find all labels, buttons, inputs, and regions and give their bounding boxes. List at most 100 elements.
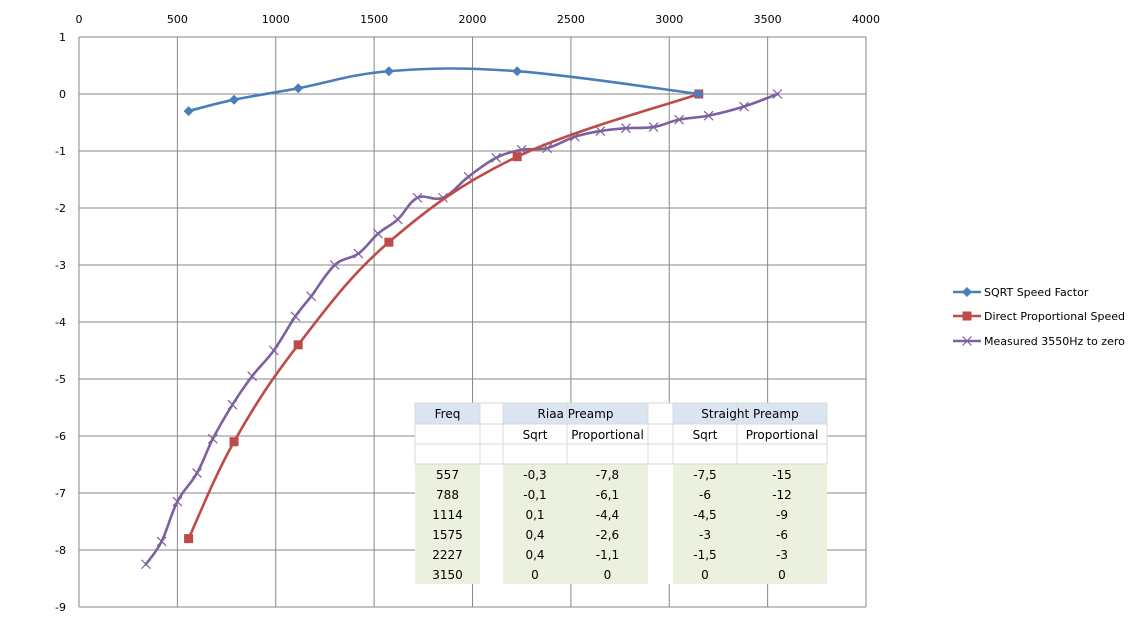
table-cell-text: -1,5: [693, 548, 716, 562]
table-cell-text: -9: [776, 508, 788, 522]
table-cell-text: -1,1: [596, 548, 619, 562]
data-point: [373, 228, 383, 239]
table-cell-text: -3: [776, 548, 788, 562]
data-point: [268, 345, 279, 356]
table-cell-text: -6: [776, 528, 788, 542]
table-cell-text: Sqrt: [693, 428, 718, 442]
x-tick-label: 2500: [557, 13, 585, 26]
data-point: [491, 152, 502, 163]
data-point: [329, 260, 340, 270]
table-cell-text: 0,4: [525, 548, 544, 562]
table-cell-text: Straight Preamp: [701, 407, 798, 421]
legend-label: SQRT Speed Factor: [984, 286, 1089, 299]
data-point: [207, 433, 218, 444]
x-tick-label: 2000: [459, 13, 487, 26]
table-cell-text: 0: [778, 568, 786, 582]
data-point: [512, 152, 522, 162]
x-tick-label: 1500: [360, 13, 388, 26]
table-cell-text: 0: [701, 568, 709, 582]
data-point: [383, 66, 394, 77]
data-point: [293, 83, 304, 94]
series-layer: [140, 66, 783, 570]
table-cell-text: 0,1: [525, 508, 544, 522]
data-point: [247, 371, 258, 382]
data-point: [172, 496, 183, 507]
table-body-bg: [415, 464, 827, 584]
data-point: [184, 534, 194, 544]
data-point: [156, 536, 167, 547]
series-line: [144, 92, 779, 566]
series-line: [187, 67, 701, 113]
table-separator-col: [648, 403, 673, 584]
table-header-bg: [415, 403, 827, 424]
table-cell-text: -6,1: [596, 488, 619, 502]
legend-item: Direct Proportional Speed: [953, 310, 1125, 323]
table-cell-text: 2227: [432, 548, 463, 562]
table-cell-text: 1114: [432, 508, 463, 522]
data-point: [392, 214, 403, 225]
table-cell-text: 3150: [432, 568, 463, 582]
y-tick-label: -5: [55, 373, 66, 386]
y-tick-label: 1: [59, 31, 66, 44]
table-cell-text: -0,1: [523, 488, 546, 502]
y-axis-ticks: 1 0 -1 -2 -3 -4 -5 -6 -7 -8 -9: [55, 31, 66, 614]
table-cell-text: -15: [772, 468, 792, 482]
table-cell-text: -6: [699, 488, 711, 502]
data-point: [648, 122, 659, 132]
data-point: [229, 94, 240, 105]
table-cell-text: 788: [436, 488, 459, 502]
y-tick-label: -3: [55, 259, 66, 272]
data-point: [412, 192, 423, 203]
legend-label: Measured 3550Hz to zero: [984, 335, 1125, 348]
data-point: [595, 126, 606, 136]
data-point: [306, 291, 317, 302]
y-tick-label: -7: [55, 487, 66, 500]
legend-swatch-marker: [962, 336, 972, 346]
table-cell-text: -2,6: [596, 528, 619, 542]
table-cell-text: Proportional: [571, 428, 644, 442]
legend-item: SQRT Speed Factor: [953, 286, 1089, 299]
legend-label: Direct Proportional Speed: [984, 310, 1125, 323]
x-tick-label: 500: [167, 13, 188, 26]
table-cell-text: 0,4: [525, 528, 544, 542]
table-cell-text: -4,5: [693, 508, 716, 522]
y-tick-label: -8: [55, 544, 66, 557]
table-cell-text: Riaa Preamp: [538, 407, 614, 421]
table-cell-text: Sqrt: [523, 428, 548, 442]
table-cell-text: 557: [436, 468, 459, 482]
x-tick-label: 4000: [852, 13, 880, 26]
table-cell-text: Proportional: [746, 428, 819, 442]
table-cell-text: 0: [531, 568, 539, 582]
x-tick-label: 3500: [754, 13, 782, 26]
data-point: [227, 399, 238, 410]
x-axis-ticks: 0 500 1000 1500 2000 2500 3000 3500 4000: [76, 13, 881, 26]
data-point: [384, 237, 394, 247]
data-point: [293, 340, 303, 350]
data-point: [512, 66, 523, 77]
data-point: [140, 559, 151, 570]
table-cell-text: Freq: [435, 407, 461, 421]
y-tick-label: -1: [55, 145, 66, 158]
y-tick-label: -4: [55, 316, 66, 329]
table-separator-col: [480, 403, 503, 584]
table-cell-text: 1575: [432, 528, 463, 542]
y-tick-label: -6: [55, 430, 66, 443]
data-point: [621, 123, 631, 134]
data-point: [183, 106, 194, 117]
y-tick-label: -2: [55, 202, 66, 215]
data-point: [693, 89, 704, 99]
y-tick-label: -9: [55, 601, 66, 614]
table-cell-text: -0,3: [523, 468, 546, 482]
table-cell-text: -12: [772, 488, 792, 502]
data-point: [192, 468, 202, 478]
data-table: Freq Riaa Preamp Straight Preamp Sqrt Propor…: [414, 402, 828, 584]
table-cell-text: -7,8: [596, 468, 619, 482]
data-point: [739, 101, 749, 112]
data-point: [290, 311, 301, 322]
x-tick-label: 1000: [262, 13, 290, 26]
y-tick-label: 0: [59, 88, 66, 101]
data-point: [674, 114, 685, 125]
data-point: [229, 437, 239, 447]
table-cell-text: -3: [699, 528, 711, 542]
